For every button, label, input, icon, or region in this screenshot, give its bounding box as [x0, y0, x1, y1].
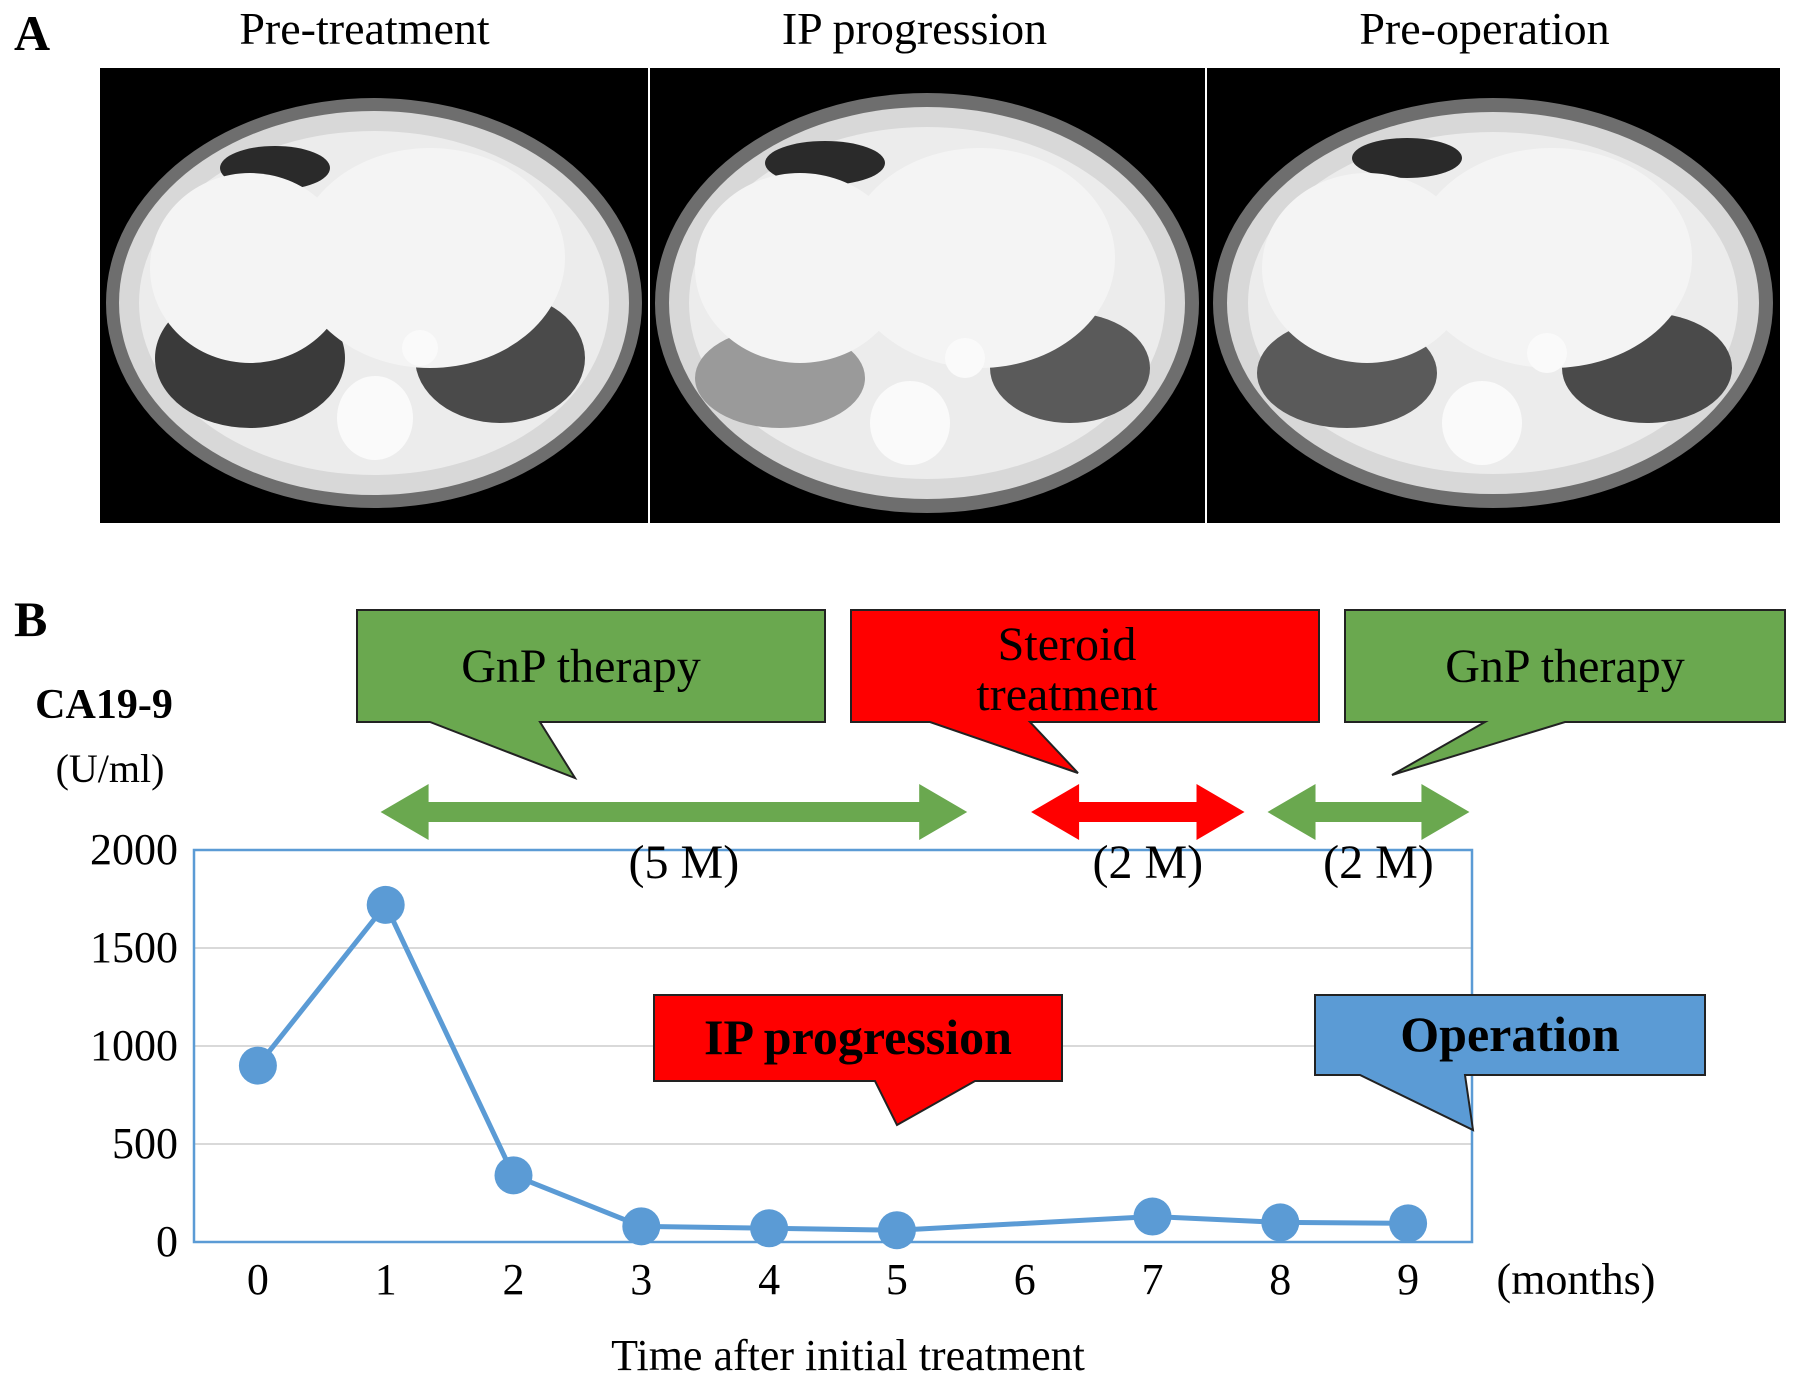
- period-duration-label: (2 M): [1323, 836, 1434, 889]
- ct-scan-pre-operation: [1207, 68, 1780, 523]
- callout-label: treatment: [976, 668, 1158, 721]
- x-tick-label: 1: [375, 1255, 397, 1304]
- x-tick-label: 7: [1142, 1255, 1164, 1304]
- callout-box: [1344, 609, 1786, 776]
- x-tick-label: 3: [630, 1255, 652, 1304]
- scan-title-pre-operation: Pre-operation: [1359, 3, 1610, 54]
- period-duration-label: (5 M): [629, 836, 740, 889]
- data-point: [1133, 1197, 1172, 1236]
- y-tick-label: 1500: [90, 923, 178, 972]
- x-tick-label: 8: [1269, 1255, 1291, 1304]
- x-tick-label: 2: [503, 1255, 525, 1304]
- y-tick-label: 1000: [90, 1021, 178, 1070]
- data-point: [1389, 1204, 1428, 1243]
- x-axis-label: Time after initial treatment: [611, 1331, 1085, 1380]
- callout-label: Operation: [1400, 1006, 1620, 1062]
- x-tick-label: 4: [758, 1255, 780, 1304]
- data-point: [366, 885, 405, 924]
- period-arrow: [1031, 784, 1245, 840]
- ct-scan-pre-treatment: [100, 68, 648, 523]
- period-duration-label: (2 M): [1092, 836, 1203, 889]
- callout-box: [356, 609, 826, 781]
- y-tick-label: 2000: [90, 825, 178, 874]
- data-point: [494, 1156, 533, 1195]
- panel-a-label: A: [14, 5, 51, 61]
- callout-box: [653, 994, 1063, 1127]
- y-tick-label: 500: [112, 1119, 178, 1168]
- data-point: [877, 1211, 916, 1250]
- y-axis-label: CA19-9: [35, 682, 173, 728]
- callout-box: [1314, 994, 1706, 1132]
- callout-box: [850, 609, 1320, 774]
- data-point: [750, 1209, 789, 1248]
- y-tick-label: 0: [156, 1217, 178, 1266]
- x-tick-label: 0: [247, 1255, 269, 1304]
- period-arrow: [1267, 784, 1470, 840]
- scan-title-ip-progression: IP progression: [781, 3, 1048, 54]
- ct-scan-ip-progression: [650, 68, 1205, 523]
- callout-label: IP progression: [704, 1009, 1012, 1065]
- x-tick-label: 9: [1397, 1255, 1419, 1304]
- x-tick-label: 5: [886, 1255, 908, 1304]
- data-point: [622, 1207, 661, 1246]
- y-axis-unit: (U/ml): [56, 746, 165, 791]
- callout-label: GnP therapy: [1445, 640, 1685, 693]
- data-point: [238, 1046, 277, 1085]
- callout-label: GnP therapy: [461, 640, 701, 693]
- x-unit-label: (months): [1497, 1255, 1656, 1304]
- scan-title-pre-treatment: Pre-treatment: [239, 3, 490, 54]
- data-point: [1261, 1203, 1300, 1242]
- x-tick-label: 6: [1014, 1255, 1036, 1304]
- callout-label: Steroid: [998, 618, 1137, 671]
- period-arrow: [380, 784, 968, 840]
- panel-b-label: B: [14, 591, 48, 647]
